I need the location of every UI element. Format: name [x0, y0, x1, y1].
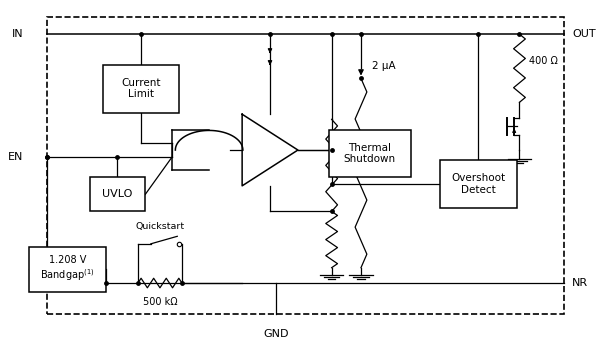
Text: 500 kΩ: 500 kΩ [143, 297, 177, 307]
FancyBboxPatch shape [102, 65, 179, 113]
Text: Thermal
Shutdown: Thermal Shutdown [344, 143, 396, 164]
FancyBboxPatch shape [329, 130, 411, 177]
Text: Overshoot
Detect: Overshoot Detect [451, 173, 506, 195]
Text: UVLO: UVLO [102, 189, 132, 199]
Text: IN: IN [12, 29, 23, 39]
Text: 400 Ω: 400 Ω [529, 56, 558, 66]
Text: NR: NR [572, 278, 588, 288]
Text: Current
Limit: Current Limit [121, 78, 161, 100]
FancyBboxPatch shape [89, 177, 146, 211]
FancyBboxPatch shape [440, 160, 516, 208]
Text: OUT: OUT [572, 29, 596, 39]
Text: Quickstart: Quickstart [135, 222, 184, 231]
Text: 1.208 V
Bandgap$^{(1)}$: 1.208 V Bandgap$^{(1)}$ [40, 255, 95, 283]
Text: EN: EN [8, 152, 23, 162]
Text: 2 μA: 2 μA [371, 61, 395, 72]
Text: GND: GND [263, 329, 289, 339]
FancyBboxPatch shape [29, 247, 105, 292]
